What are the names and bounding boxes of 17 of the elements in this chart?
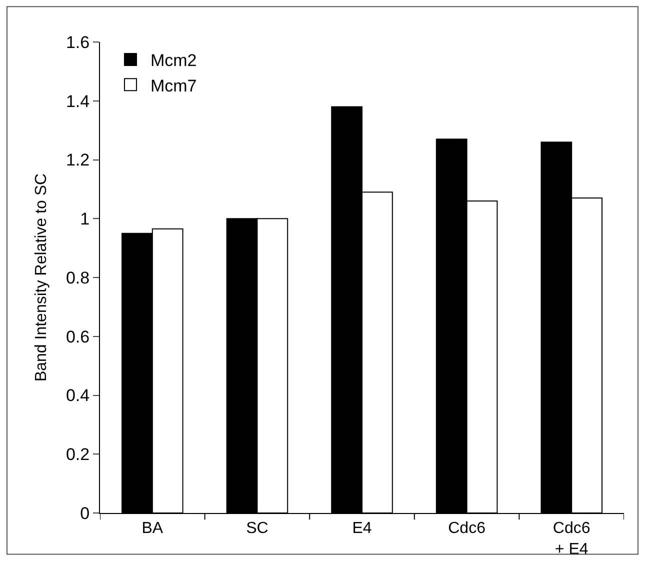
y-tick-label: 0 bbox=[80, 504, 90, 523]
x-tick-label: E4 bbox=[352, 520, 372, 538]
y-tick-label: 0.6 bbox=[66, 327, 90, 346]
y-tick-label: 1.6 bbox=[66, 32, 90, 52]
x-tick-label: Cdc6 + E4 bbox=[552, 520, 590, 558]
x-tick-label: SC bbox=[246, 520, 268, 538]
legend-label: Mcm7 bbox=[150, 76, 197, 96]
y-tick-label: 1.2 bbox=[66, 150, 90, 170]
y-tick-label: 0.4 bbox=[66, 386, 90, 406]
y-tick-label: 0.8 bbox=[66, 268, 90, 288]
legend-label: Mcm2 bbox=[150, 51, 197, 70]
y-axis-title: Band Intensity Relative to SC bbox=[32, 173, 50, 382]
x-tick-label: Cdc6 bbox=[448, 520, 486, 538]
x-tick-label: BA bbox=[142, 520, 164, 538]
y-tick-label: 1.4 bbox=[66, 92, 90, 111]
y-tick-label: 1 bbox=[80, 210, 90, 229]
y-tick-label: 0.2 bbox=[66, 445, 90, 464]
